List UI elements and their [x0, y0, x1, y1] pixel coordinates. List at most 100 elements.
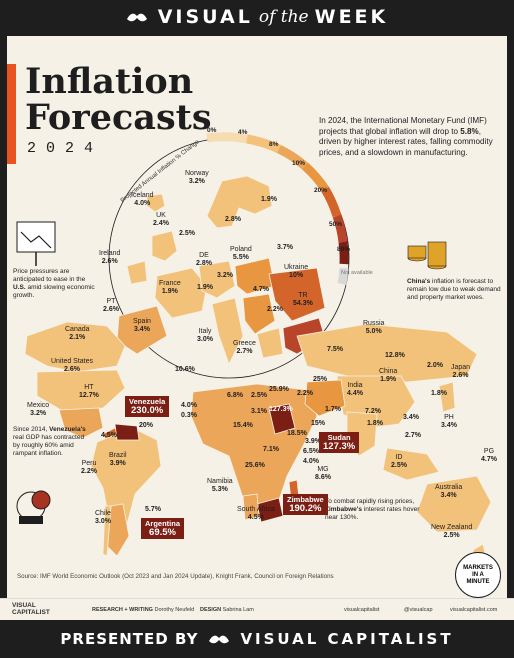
country-label-chile: Chile 3.0% [95, 510, 111, 525]
country-label-tr: TR 54.3% [293, 292, 313, 307]
country-label-pg: PG 4.7% [481, 448, 497, 463]
highlight-argentina: Argentina 69.5% [141, 518, 185, 539]
country-label-new-zealand: New Zealand 2.5% [431, 524, 473, 539]
country-label-uk: UK 2.4% [153, 212, 169, 227]
title-line-2: Forecasts [25, 97, 212, 138]
zimbabwe-annotation: To combat rapidly rising prices, Zimbabw… [325, 498, 420, 521]
value-label: 6.5% [303, 448, 319, 455]
country-label-russia: Russia 5.0% [363, 320, 385, 335]
value-label: 3.1% [251, 408, 267, 415]
value-label: 4.0% [303, 458, 319, 465]
china-annotation: China's inflation is forecast to remain … [407, 278, 501, 301]
website-link[interactable]: visualcapitalist.com [450, 607, 498, 613]
country-label-de: DE 2.8% [196, 252, 212, 267]
country-label-poland: Poland 5.5% [230, 246, 252, 261]
value-label: 25.9% [269, 386, 289, 393]
scale-tick-2: 8% [269, 141, 279, 148]
country-label-ph: PH 3.4% [441, 414, 457, 429]
country-label-china: China 1.9% [379, 368, 398, 383]
country-label-ukraine: Ukraine 10% [284, 264, 309, 279]
title-year: 2024 [27, 140, 104, 157]
highlight-sudan: Sudan 127.3% [319, 432, 360, 453]
global-inflation-value: 5.8% [460, 126, 479, 136]
intro-text: In 2024, the International Monetary Fund… [319, 116, 493, 157]
country-label-greece: Greece 2.7% [233, 340, 256, 355]
visual-capitalist-logo-icon [209, 635, 230, 644]
country-label-japan: Japan 2.6% [451, 364, 471, 379]
scale-not-available: Not available [341, 270, 373, 276]
credits-design: DESIGN Sabrina Lam [200, 607, 254, 613]
value-label: 3.7% [277, 244, 293, 251]
header-week: WEEK [314, 6, 389, 28]
value-label: 4.7% [253, 286, 269, 293]
country-label-peru: Peru 2.2% [81, 460, 97, 475]
social-handle[interactable]: visualcapitalist [344, 607, 380, 613]
credits-research: RESEARCH + WRITING Dorothy Neufeld [92, 607, 195, 613]
value-label: 2.2% [267, 306, 283, 313]
value-label: 5.7% [145, 506, 161, 513]
country-label-mexico: Mexico 3.2% [27, 402, 50, 417]
value-label: 12.8% [385, 352, 405, 359]
country-label-australia: Australia 3.4% [435, 484, 463, 499]
scale-tick-6: 80% [337, 246, 350, 253]
scale-tick-4: 20% [314, 187, 327, 194]
highlight-venezuela: Venezuela 230.0% [125, 396, 170, 417]
value-label: 18.5% [287, 430, 307, 437]
presented-by-banner: PRESENTED BY VISUAL CAPITALIST [0, 620, 514, 658]
value-label: 25% [313, 376, 328, 383]
value-label: 2.8% [225, 216, 241, 223]
header-visual: VISUAL [157, 6, 253, 28]
country-label-ireland: Ireland 2.6% [99, 250, 121, 265]
money-bag-illustration-icon [16, 490, 51, 524]
country-label-iceland: Iceland 4.0% [131, 192, 154, 207]
value-label: 7.2% [365, 408, 381, 415]
country-label-united-states: United States 2.6% [51, 358, 94, 373]
title-line-1: Inflation [25, 61, 194, 102]
value-label: 1.8% [367, 420, 383, 427]
scale-tick-0: 0% [207, 127, 217, 134]
infographic-card: Inflation Forecasts 2024 In 2024, the In… [7, 36, 507, 598]
value-label: 7.1% [263, 446, 279, 453]
header-of-the: of the [258, 7, 309, 27]
world-map: 0% 4% 8% 10% 20% 50% 80% Not available P… [16, 127, 492, 569]
us-annotation: Price pressures are anticipated to ease … [13, 268, 95, 299]
country-label-italy: Italy 3.0% [197, 328, 213, 343]
value-label: 4.5% [101, 432, 117, 439]
social-handle-2[interactable]: @visualcap [404, 607, 433, 613]
country-label-canada: Canada 2.1% [65, 326, 90, 341]
visual-capitalist-logo-icon [126, 13, 147, 22]
country-label-pt: PT 2.6% [103, 298, 119, 313]
country-label-ht: HT 12.7% [79, 384, 99, 399]
value-label: 15.4% [233, 422, 253, 429]
value-label: 0.3% [181, 412, 197, 419]
country-label-france: France 1.9% [159, 280, 181, 295]
value-label: 127.3% [269, 406, 293, 413]
value-label: 2.5% [179, 230, 195, 237]
value-label: 3.9% [305, 438, 321, 445]
country-label-namibia: Namibia 5.3% [207, 478, 233, 493]
europe-land [116, 175, 326, 366]
world-land [24, 321, 492, 569]
highlight-zimbabwe: Zimbabwe 190.2% [283, 494, 328, 515]
accent-bar [7, 64, 16, 164]
country-label-norway: Norway 3.2% [185, 170, 209, 185]
inflation-scale [206, 132, 349, 285]
value-label: 10.6% [175, 366, 195, 373]
country-label-id: ID 2.5% [391, 454, 407, 469]
markets-in-a-minute-logo: MARKETS IN A MINUTE [455, 552, 501, 598]
chart-sign-illustration-icon [16, 221, 56, 266]
page-title: Inflation Forecasts [25, 64, 212, 136]
value-label: 2.5% [251, 392, 267, 399]
scale-tick-1: 4% [238, 129, 248, 136]
value-label: 1.8% [431, 390, 447, 397]
value-label: 2.2% [297, 390, 313, 397]
value-label: 15% [311, 420, 326, 427]
value-label: 6.8% [227, 392, 243, 399]
top-banner: VISUAL of the WEEK [0, 0, 514, 34]
coin-stack-illustration-icon [407, 241, 447, 270]
country-label-india: India 4.4% [347, 382, 363, 397]
country-label-brazil: Brazil 3.9% [109, 452, 127, 467]
country-label-spain: Spain 3.4% [133, 318, 151, 333]
credits-footer: VISUAL CAPITALIST RESEARCH + WRITING Doro… [0, 598, 514, 621]
country-label-south-africa: South Africa 4.5% [237, 506, 275, 521]
